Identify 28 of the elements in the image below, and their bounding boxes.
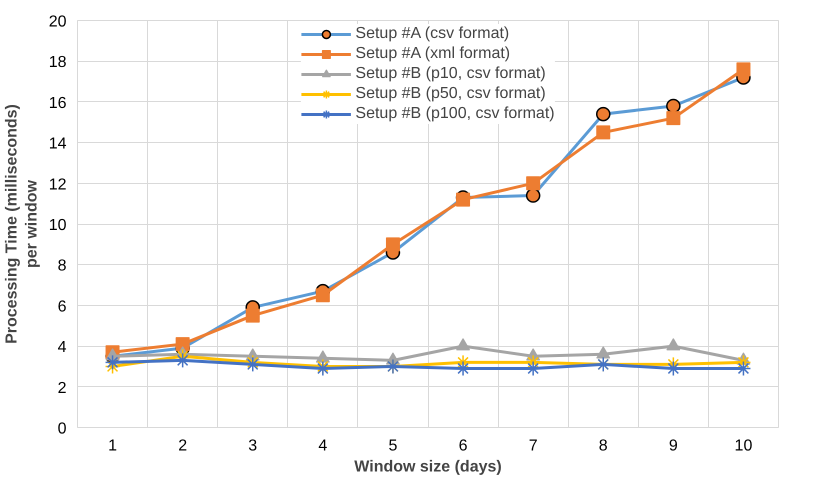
y-tick-label: 2 xyxy=(58,380,67,397)
x-tick-label: 8 xyxy=(598,438,608,454)
y-tick-label: 12 xyxy=(48,176,67,194)
y-tick-label: 10 xyxy=(48,217,67,234)
legend-label: Setup #B (p10, csv format) xyxy=(355,65,546,83)
y-tick-label: 14 xyxy=(48,136,67,153)
x-tick-label: 3 xyxy=(248,438,258,454)
x-tick-label: 10 xyxy=(734,438,752,454)
y-tick-label: 0 xyxy=(58,420,67,438)
x-tick-label: 5 xyxy=(388,438,398,454)
x-tick-label: 6 xyxy=(458,438,468,454)
x-tick-label: 7 xyxy=(528,438,538,454)
legend-label: Setup #A (csv format) xyxy=(355,25,510,43)
y-axis-title: Processing Time (milliseconds) per window xyxy=(3,104,41,344)
legend-label: Setup #B (p100, csv format) xyxy=(355,105,555,123)
x-axis-title: Window size (days) xyxy=(354,458,502,476)
y-tick-label: 18 xyxy=(48,54,67,72)
x-tick-label: 9 xyxy=(668,438,678,454)
x-tick-label: 4 xyxy=(318,438,328,454)
y-tick-label: 6 xyxy=(58,298,67,316)
y-tick-label: 4 xyxy=(58,339,67,356)
y-tick-label: 8 xyxy=(58,258,67,275)
x-tick-label: 1 xyxy=(108,438,118,454)
y-tick-label: 20 xyxy=(48,14,67,30)
legend-label: Setup #A (xml format) xyxy=(355,45,510,63)
x-tick-label: 2 xyxy=(178,438,188,454)
y-tick-label: 16 xyxy=(48,94,67,112)
legend-label: Setup #B (p50, csv format) xyxy=(355,85,546,103)
